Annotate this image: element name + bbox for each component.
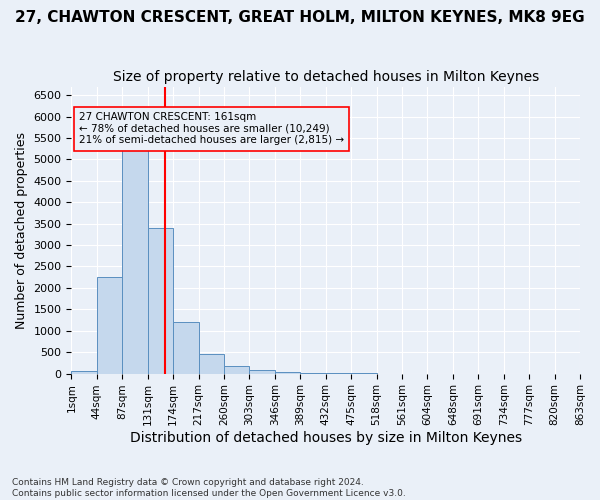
- Text: 27, CHAWTON CRESCENT, GREAT HOLM, MILTON KEYNES, MK8 9EG: 27, CHAWTON CRESCENT, GREAT HOLM, MILTON…: [15, 10, 585, 25]
- Text: 27 CHAWTON CRESCENT: 161sqm
← 78% of detached houses are smaller (10,249)
21% of: 27 CHAWTON CRESCENT: 161sqm ← 78% of det…: [79, 112, 344, 146]
- X-axis label: Distribution of detached houses by size in Milton Keynes: Distribution of detached houses by size …: [130, 431, 522, 445]
- Bar: [224, 366, 250, 374]
- Text: Contains HM Land Registry data © Crown copyright and database right 2024.
Contai: Contains HM Land Registry data © Crown c…: [12, 478, 406, 498]
- Bar: [250, 370, 275, 374]
- Bar: [122, 138, 148, 374]
- Y-axis label: Number of detached properties: Number of detached properties: [15, 132, 28, 328]
- Title: Size of property relative to detached houses in Milton Keynes: Size of property relative to detached ho…: [113, 70, 539, 84]
- Bar: [173, 322, 199, 374]
- Bar: [148, 228, 173, 374]
- Bar: [275, 372, 300, 374]
- Bar: [97, 277, 122, 374]
- Bar: [71, 372, 97, 374]
- Bar: [199, 354, 224, 374]
